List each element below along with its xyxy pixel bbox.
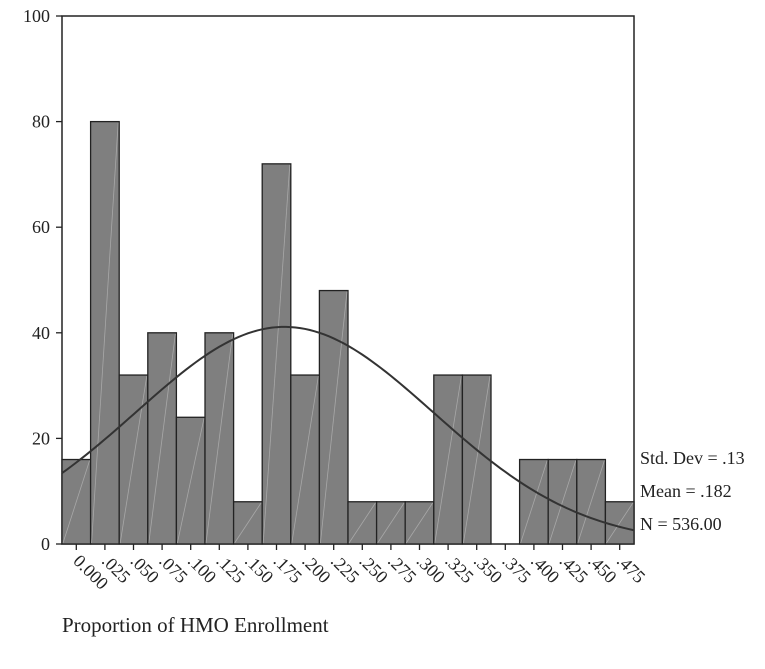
bar-highlight (291, 375, 319, 544)
bar-highlight (234, 502, 262, 544)
bar-highlight (377, 502, 405, 544)
x-tick-label: .275 (384, 551, 420, 587)
x-axis: 0.000.025.050.075.100.125.150.175.200.22… (69, 544, 649, 593)
x-tick-label: .175 (270, 551, 306, 587)
normal-curve (61, 325, 635, 532)
x-tick-label: .375 (498, 551, 534, 587)
y-tick-label: 40 (32, 323, 50, 343)
bar-highlight (205, 333, 233, 544)
bar-highlight (577, 460, 605, 544)
bar-highlight (463, 375, 491, 544)
y-tick-label: 20 (32, 428, 50, 448)
x-tick-label: .325 (441, 551, 477, 587)
x-tick-label: .100 (184, 551, 220, 587)
bar-highlight (320, 291, 348, 544)
bar-highlight (434, 375, 462, 544)
x-tick-label: .075 (155, 551, 191, 587)
x-tick-label: .150 (241, 551, 277, 587)
y-axis: 0 20 40 60 80 100 (23, 6, 62, 554)
bar-highlight (62, 460, 90, 544)
x-tick-label: .125 (212, 551, 248, 587)
bar-highlight (148, 333, 176, 544)
y-tick-label: 80 (32, 112, 50, 132)
bar-highlight (262, 164, 291, 544)
x-tick-label: .250 (355, 551, 391, 587)
stat-std-dev: Std. Dev = .13 (640, 448, 745, 468)
stat-n: N = 536.00 (640, 514, 722, 534)
bar-highlight (548, 460, 577, 544)
x-tick-label: .050 (127, 551, 163, 587)
bar-highlight (348, 502, 376, 544)
bar-highlight (520, 460, 548, 544)
bar-highlight (91, 122, 119, 544)
x-tick-label: .475 (613, 551, 649, 587)
stat-mean: Mean = .182 (640, 481, 732, 501)
x-tick-label: .400 (527, 551, 563, 587)
x-tick-label: .425 (556, 551, 592, 587)
x-tick-label: .225 (327, 551, 363, 587)
x-tick-label: .300 (413, 551, 449, 587)
bar-highlight (606, 502, 634, 544)
x-axis-title: Proportion of HMO Enrollment (62, 613, 329, 637)
bars-group (61, 120, 635, 545)
bar-highlight (405, 502, 434, 544)
bar-highlight (177, 418, 205, 544)
y-tick-label: 60 (32, 217, 50, 237)
x-tick-label: .200 (298, 551, 334, 587)
y-tick-label: 100 (23, 6, 50, 26)
x-tick-label: .450 (584, 551, 620, 587)
x-tick-label: .350 (470, 551, 506, 587)
y-tick-label: 0 (41, 534, 50, 554)
bar-highlight (119, 375, 148, 544)
